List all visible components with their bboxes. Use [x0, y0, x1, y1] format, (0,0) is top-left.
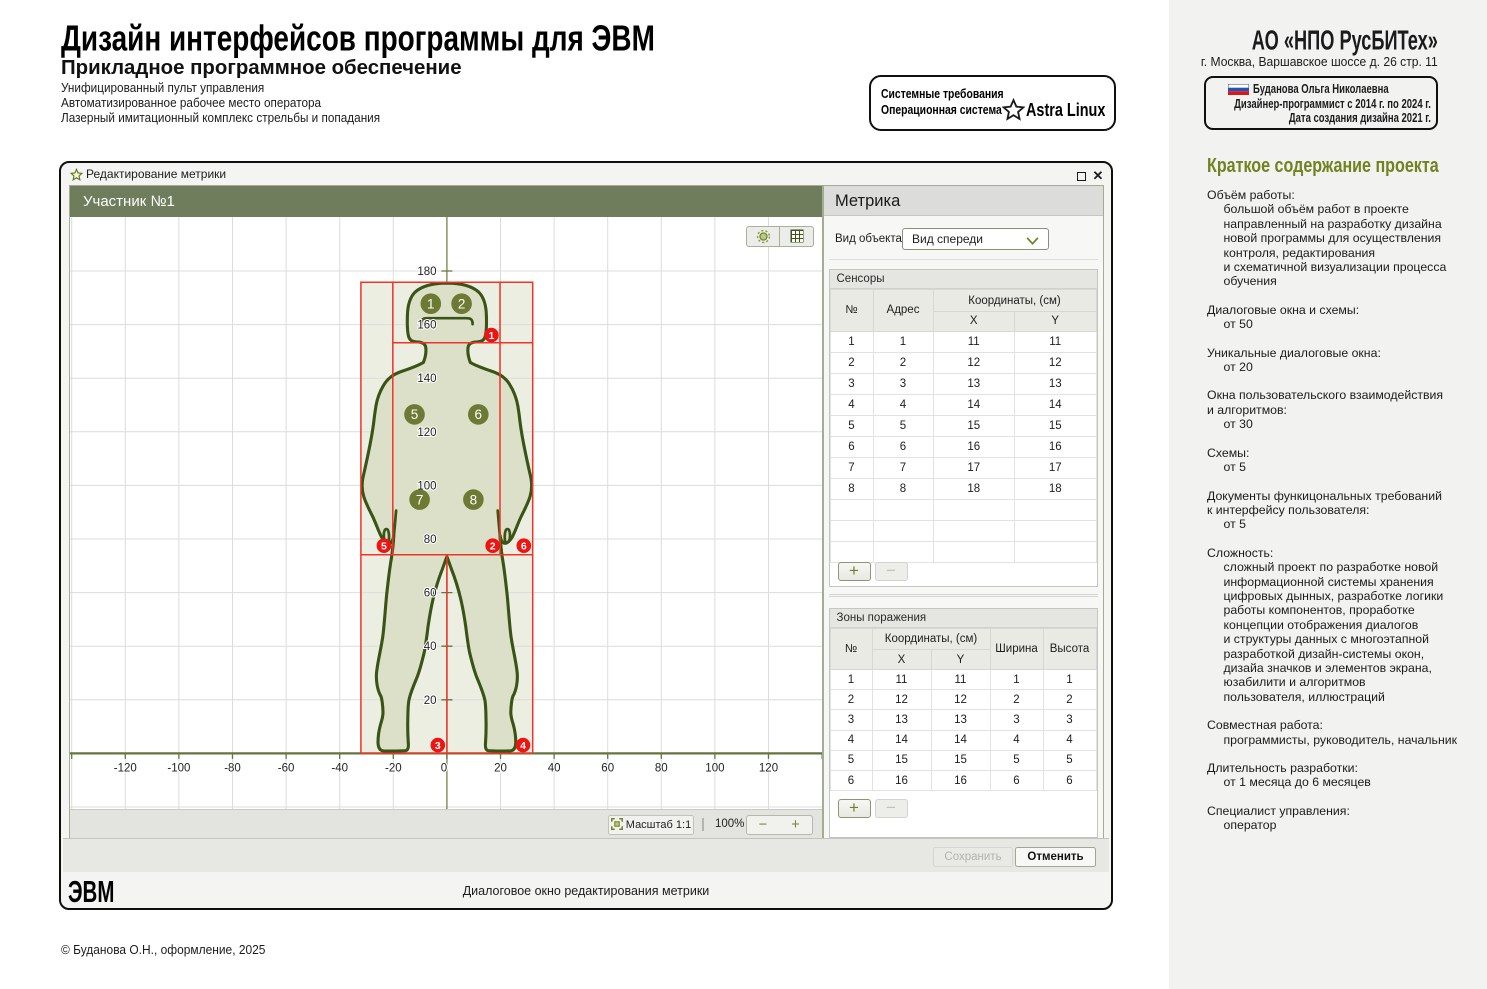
- svg-text:-40: -40: [331, 762, 348, 774]
- svg-text:140: 140: [417, 373, 436, 385]
- svg-text:-60: -60: [278, 762, 295, 774]
- svg-text:20: 20: [494, 762, 507, 774]
- svg-text:5: 5: [411, 407, 419, 422]
- svg-text:2: 2: [490, 541, 496, 553]
- svg-text:60: 60: [601, 762, 614, 774]
- svg-text:6: 6: [475, 407, 483, 422]
- svg-text:1: 1: [488, 330, 494, 342]
- svg-text:40: 40: [424, 641, 437, 653]
- svg-text:3: 3: [435, 740, 441, 752]
- svg-text:6: 6: [521, 541, 527, 553]
- svg-text:180: 180: [417, 266, 436, 278]
- svg-text:1: 1: [427, 296, 435, 311]
- svg-text:-20: -20: [385, 762, 402, 774]
- svg-text:20: 20: [424, 695, 437, 707]
- svg-text:0: 0: [441, 762, 447, 774]
- svg-text:120: 120: [759, 762, 778, 774]
- svg-text:-120: -120: [114, 762, 137, 774]
- svg-text:8: 8: [470, 492, 478, 507]
- svg-text:5: 5: [381, 541, 387, 553]
- svg-text:4: 4: [520, 740, 526, 752]
- svg-text:40: 40: [548, 762, 561, 774]
- svg-text:7: 7: [416, 492, 424, 507]
- svg-text:-100: -100: [167, 762, 190, 774]
- svg-text:80: 80: [424, 534, 437, 546]
- svg-text:160: 160: [417, 320, 436, 332]
- svg-text:100: 100: [705, 762, 724, 774]
- svg-text:60: 60: [424, 588, 437, 600]
- svg-text:2: 2: [458, 296, 466, 311]
- svg-text:80: 80: [655, 762, 668, 774]
- svg-text:-80: -80: [224, 762, 241, 774]
- svg-text:120: 120: [417, 427, 436, 439]
